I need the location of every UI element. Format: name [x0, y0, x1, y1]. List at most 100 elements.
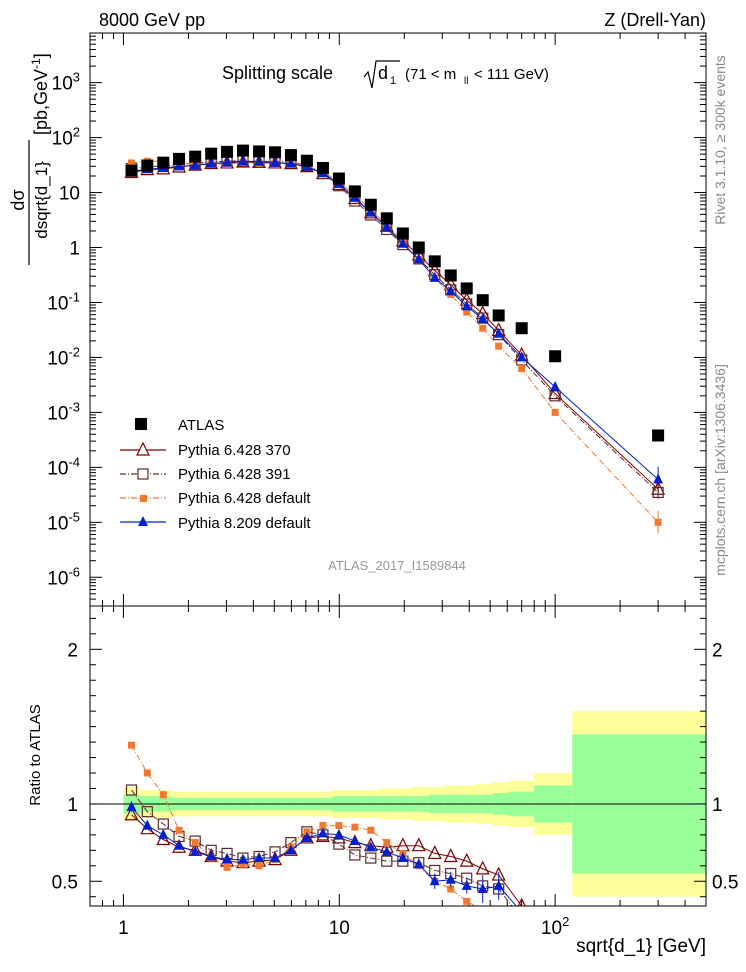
- main-y-tick-label-exp: -6: [68, 564, 80, 579]
- ratio-error-bars: [131, 802, 500, 903]
- ratio-y-tick-label-right-base: 2: [712, 640, 723, 661]
- point-atlas: [380, 212, 393, 225]
- point-pythia-8-209-default: [190, 159, 201, 170]
- series-atlas: [125, 144, 665, 442]
- ratio-point-pythia-8-209-default: [270, 852, 281, 863]
- ratio-point-pythia-6-428-391: [125, 784, 138, 796]
- point-atlas: [332, 172, 345, 185]
- x-tick-label-exp: 2: [562, 914, 569, 929]
- ratio-point-pythia-8-209-default: [222, 853, 233, 864]
- main-y-tick-label-exp: -2: [68, 344, 80, 359]
- point-pythia-6-428-default: [463, 308, 471, 316]
- point-atlas: [300, 154, 313, 167]
- ratio-point-pythia-8-209-default: [397, 852, 408, 863]
- ratio-point-pythia-8-209-default: [365, 841, 376, 852]
- ratio-point-pythia-6-428-default: [463, 897, 471, 905]
- main-y-tick-label-exp: 3: [73, 70, 80, 85]
- ratio-point-pythia-8-209-default: [174, 839, 185, 850]
- point-atlas: [549, 350, 562, 363]
- ratio-point-pythia-8-209-default: [142, 819, 153, 830]
- ratio-point-pythia-6-428-default: [175, 826, 183, 834]
- analysis-watermark: ATLAS_2017_I1589844: [328, 558, 466, 573]
- main-y-tick-label-base: 1: [69, 239, 80, 260]
- ratio-point-pythia-6-428-default: [239, 860, 247, 868]
- main-y-tick-label-exp: -5: [68, 509, 80, 524]
- y-axis-unit-text: [pb,GeV: [31, 69, 51, 135]
- legend-label-p8-default: Pythia 8.209 default: [178, 515, 311, 532]
- main-y-tick-label: 103: [52, 70, 80, 95]
- ratio-series-layer: [124, 741, 526, 906]
- point-pythia-6-428-default: [551, 408, 559, 416]
- main-y-tick-label-exp: -1: [68, 289, 80, 304]
- x-tick-label-base: 10: [329, 918, 350, 939]
- ratio-y-tick-label-left: 2: [67, 640, 78, 661]
- ratio-point-pythia-6-428-391: [365, 852, 377, 864]
- ratio-y-axis-title: Ratio to ATLAS: [27, 704, 44, 805]
- legend-label-p6-370: Pythia 6.428 370: [178, 442, 291, 459]
- main-y-tick-label-exp: -4: [68, 454, 80, 469]
- point-pythia-6-428-default: [495, 342, 503, 350]
- point-atlas: [652, 429, 665, 442]
- ratio-point-pythia-6-428-default: [383, 839, 391, 847]
- ratio-axis-layer: 0.5 0.51 12 21 10 102: [52, 606, 738, 939]
- point-atlas: [396, 227, 409, 240]
- point-pythia-8-209-default: [222, 156, 233, 167]
- main-y-tick-label: 10-1: [47, 289, 80, 314]
- rivet-label: Rivet 3.1.10, ≥ 300k events: [712, 55, 728, 225]
- ratio-plot-frame: [89, 605, 707, 907]
- point-pythia-8-209-default: [365, 206, 376, 217]
- main-y-tick-label-base: 10: [47, 568, 68, 589]
- ratio-point-pythia-6-428-default: [143, 769, 151, 777]
- x-tick-label: 10: [329, 918, 350, 939]
- plot-title-symbol: d: [378, 63, 388, 83]
- point-pythia-8-209-default: [381, 221, 392, 232]
- ratio-point-pythia-6-428-370: [517, 897, 526, 906]
- main-y-tick-label: 102: [52, 125, 80, 150]
- point-pythia-6-428-default: [479, 324, 487, 332]
- main-y-tick-label-base: 10: [47, 458, 68, 479]
- point-atlas: [221, 145, 234, 158]
- plot-title-range: (71 < m: [405, 66, 456, 83]
- ratio-point-pythia-6-428-default: [159, 791, 167, 799]
- ratio-y-tick-label-right: 0.5: [712, 872, 738, 893]
- ratio-point-pythia-6-428-default: [351, 823, 359, 831]
- y-axis-denominator: dsqrt{d_1}: [32, 161, 51, 239]
- ratio-y-tick-label-left: 0.5: [52, 872, 78, 893]
- point-pythia-8-209-default: [429, 271, 440, 282]
- ratio-point-pythia-6-428-391: [349, 849, 361, 861]
- process-label: Z (Drell-Yan): [604, 10, 706, 30]
- main-y-tick-label: 1: [69, 239, 80, 260]
- point-pythia-8-209-default: [516, 351, 527, 362]
- ratio-point-pythia-8-209-default: [317, 827, 328, 838]
- ratio-point-pythia-8-209-default: [158, 828, 169, 839]
- main-y-tick-label-base: 10: [47, 513, 68, 534]
- main-y-tick-label-base: 10: [52, 129, 73, 150]
- mcplots-label: mcplots.cern.ch [arXiv:1306.3436]: [712, 364, 728, 576]
- x-tick-label-base: 1: [118, 918, 129, 939]
- ratio-point-pythia-6-428-370: [427, 845, 442, 860]
- ratio-point-pythia-6-428-default: [223, 863, 231, 871]
- point-pythia-8-209-default: [413, 253, 424, 264]
- legend-marker-p8-default: [138, 516, 148, 526]
- point-atlas: [476, 294, 489, 307]
- ratio-point-pythia-6-428-370: [443, 848, 458, 863]
- ratio-y-tick-label-right-base: 1: [712, 795, 723, 816]
- ratio-point-pythia-6-428-default: [319, 822, 327, 830]
- main-y-tick-label: 10-4: [47, 454, 80, 479]
- legend-marker-p6-default: [140, 495, 147, 502]
- ratio-y-tick-label-left-base: 0.5: [52, 872, 78, 893]
- point-atlas: [141, 159, 154, 172]
- ratio-point-pythia-6-428-391: [333, 838, 345, 850]
- ratio-point-pythia-6-428-391: [381, 855, 393, 867]
- point-pythia-8-209-default: [254, 155, 265, 166]
- ratio-point-pythia-8-209-default: [254, 852, 265, 863]
- y-axis-numerator: dσ: [8, 189, 28, 210]
- plot-title-lead: Splitting scale: [222, 63, 333, 83]
- plot-title-range-sub: ll: [464, 76, 468, 87]
- point-pythia-8-209-default: [206, 157, 217, 168]
- plot-title: Splitting scale d 1 (71 < m ll < 111 GeV…: [222, 60, 549, 89]
- legend-label-atlas: ATLAS: [178, 417, 224, 434]
- legend-marker-p6-370: [136, 441, 150, 456]
- point-atlas: [189, 150, 202, 163]
- point-pythia-8-209-default: [477, 313, 488, 324]
